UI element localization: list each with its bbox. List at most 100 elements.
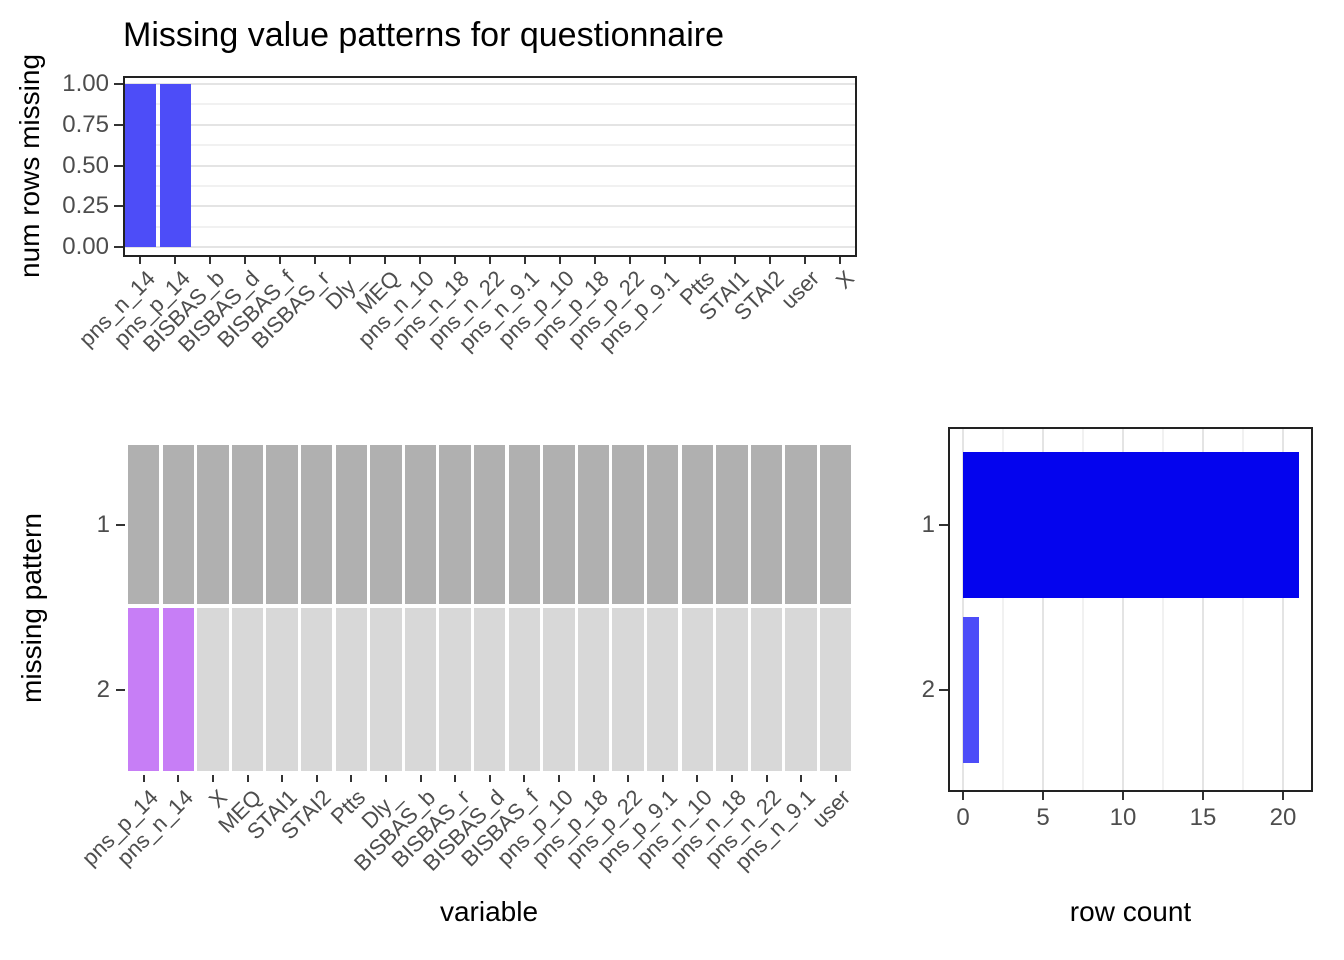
x-axis-tick xyxy=(1282,792,1284,800)
row-count-x-axis-title: row count xyxy=(1069,896,1192,927)
x-tick-label: 0 xyxy=(956,804,970,831)
x-axis-tick xyxy=(454,775,457,782)
x-tick-label: X xyxy=(830,265,859,294)
x-axis-tick xyxy=(803,257,806,264)
minor-gridline xyxy=(125,103,855,106)
x-axis-tick xyxy=(523,257,526,264)
top-chart-y-axis-title: num rows missing xyxy=(14,53,45,279)
x-axis-tick xyxy=(1042,792,1044,800)
x-axis-tick xyxy=(489,257,491,264)
y-tick-label: 0.75 xyxy=(62,110,109,138)
minor-gridline xyxy=(1082,429,1084,790)
x-axis-tick xyxy=(800,775,803,782)
heatmap-tile xyxy=(439,445,471,604)
y-tick-label: 0.25 xyxy=(62,192,109,220)
y-tick-label: 0.50 xyxy=(62,151,109,179)
x-axis-tick xyxy=(834,775,837,782)
pattern-chart-x-axis-title: variable xyxy=(439,896,539,927)
x-axis-tick xyxy=(838,257,841,264)
y-tick-label: 1 xyxy=(921,511,935,538)
x-axis-tick xyxy=(246,775,249,782)
heatmap-tile xyxy=(197,445,229,604)
heatmap-tile xyxy=(577,608,610,771)
y-tick-label: 1.00 xyxy=(62,70,109,97)
x-axis-tick xyxy=(661,775,664,782)
heatmap-tile xyxy=(231,608,264,771)
heatmap-tile xyxy=(612,608,644,771)
minor-gridline xyxy=(1162,429,1164,790)
x-axis-tick xyxy=(698,257,701,264)
heatmap-tile xyxy=(128,445,160,604)
heatmap-tile xyxy=(370,608,402,771)
x-axis-tick xyxy=(209,257,212,264)
bar xyxy=(963,452,1299,598)
x-axis-tick xyxy=(730,775,733,782)
x-tick-label: 20 xyxy=(1269,804,1297,831)
heatmap-tile xyxy=(612,445,644,604)
major-gridline xyxy=(962,429,964,790)
x-axis-tick xyxy=(557,775,560,782)
heatmap-tile xyxy=(162,445,194,604)
heatmap-tile xyxy=(785,445,817,604)
heatmap-tile xyxy=(820,445,852,604)
x-axis-tick xyxy=(488,775,491,782)
heatmap-tile xyxy=(647,608,679,771)
x-axis-tick xyxy=(593,257,596,264)
y-axis-tick xyxy=(114,83,123,85)
major-gridline xyxy=(1042,429,1044,790)
x-tick-label: 15 xyxy=(1189,804,1217,831)
heatmap-tile xyxy=(474,608,506,771)
x-axis-tick xyxy=(765,775,768,782)
pattern-chart-y-axis-title: missing pattern xyxy=(16,513,47,703)
heatmap-tile xyxy=(335,608,367,771)
y-axis-tick xyxy=(114,123,123,126)
major-gridline xyxy=(1122,429,1124,790)
x-axis-tick xyxy=(663,257,666,264)
minor-gridline xyxy=(125,184,855,187)
minor-gridline xyxy=(125,144,855,147)
y-tick-label: 0.00 xyxy=(62,233,109,260)
heatmap-tile xyxy=(404,445,437,604)
heatmap-tile xyxy=(785,608,817,771)
x-axis-tick xyxy=(177,775,180,782)
y-axis-tick xyxy=(939,524,948,526)
x-axis-tick xyxy=(244,257,247,264)
bar xyxy=(963,617,979,763)
x-axis-tick xyxy=(281,775,284,782)
x-tick-label: 5 xyxy=(1036,804,1050,831)
heatmap-tile xyxy=(266,445,298,604)
minor-gridline xyxy=(1002,429,1004,790)
x-axis-tick xyxy=(696,775,699,782)
major-gridline xyxy=(1202,429,1204,790)
x-axis-tick xyxy=(211,775,214,782)
major-gridline xyxy=(125,205,855,208)
y-tick-label: 2 xyxy=(96,675,110,703)
heatmap-tile xyxy=(474,445,506,604)
y-axis-tick xyxy=(114,164,123,167)
x-axis-tick xyxy=(628,257,631,264)
major-gridline xyxy=(125,246,855,248)
heatmap-tile xyxy=(750,608,783,771)
heatmap-tile xyxy=(543,445,575,604)
x-axis-tick xyxy=(523,775,526,782)
x-axis-tick xyxy=(315,775,318,782)
heatmap-tile xyxy=(404,608,437,771)
heatmap-tile xyxy=(716,445,748,604)
heatmap-tile xyxy=(750,445,783,604)
heatmap-tile xyxy=(266,608,298,771)
x-axis-tick xyxy=(733,257,736,264)
figure-title: Missing value patterns for questionnaire xyxy=(123,16,724,54)
minor-gridline xyxy=(125,225,855,228)
heatmap-tile xyxy=(128,608,160,771)
y-axis-tick xyxy=(939,689,948,691)
y-axis-tick xyxy=(114,205,123,208)
x-axis-tick xyxy=(454,257,457,264)
x-tick-label: 10 xyxy=(1109,804,1137,831)
x-axis-tick xyxy=(174,257,177,264)
y-axis-tick xyxy=(116,523,125,526)
x-tick-label: user xyxy=(775,265,824,314)
x-axis-tick xyxy=(139,257,142,264)
x-axis-tick xyxy=(768,257,771,264)
x-axis-tick xyxy=(384,775,387,782)
